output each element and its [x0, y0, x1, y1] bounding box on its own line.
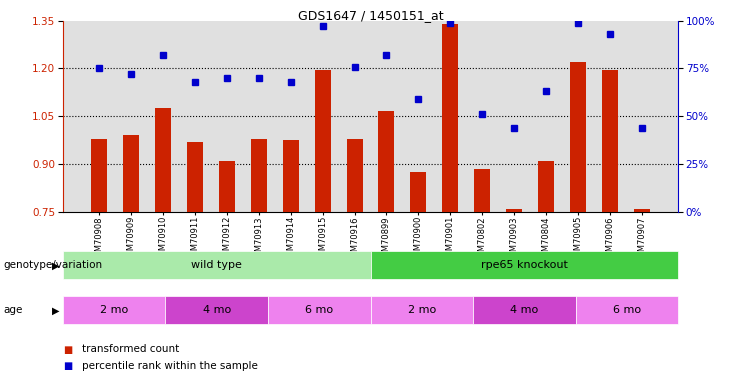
- Bar: [347, 139, 362, 212]
- Bar: [282, 140, 299, 212]
- Bar: [91, 139, 107, 212]
- Text: rpe65 knockout: rpe65 knockout: [481, 260, 568, 270]
- Text: ▶: ▶: [52, 305, 59, 315]
- Text: age: age: [4, 305, 23, 315]
- Text: 2 mo: 2 mo: [408, 305, 436, 315]
- Text: wild type: wild type: [191, 260, 242, 270]
- Bar: [411, 172, 426, 212]
- Bar: [219, 161, 235, 212]
- Text: ■: ■: [63, 345, 72, 354]
- Text: genotype/variation: genotype/variation: [4, 260, 103, 270]
- Bar: [570, 62, 586, 212]
- Bar: [379, 111, 394, 212]
- Bar: [315, 70, 330, 212]
- Text: 4 mo: 4 mo: [510, 305, 539, 315]
- Bar: [634, 209, 650, 212]
- Bar: [538, 161, 554, 212]
- Text: percentile rank within the sample: percentile rank within the sample: [82, 361, 257, 370]
- Bar: [187, 142, 203, 212]
- Text: 6 mo: 6 mo: [305, 305, 333, 315]
- Bar: [123, 135, 139, 212]
- Bar: [155, 108, 171, 212]
- Bar: [442, 24, 459, 212]
- Text: 4 mo: 4 mo: [202, 305, 231, 315]
- Bar: [506, 209, 522, 212]
- Text: 6 mo: 6 mo: [613, 305, 641, 315]
- Bar: [250, 139, 267, 212]
- Text: 2 mo: 2 mo: [100, 305, 128, 315]
- Text: GDS1647 / 1450151_at: GDS1647 / 1450151_at: [298, 9, 443, 22]
- Text: ▶: ▶: [52, 260, 59, 270]
- Text: ■: ■: [63, 361, 72, 370]
- Text: transformed count: transformed count: [82, 345, 179, 354]
- Bar: [602, 70, 618, 212]
- Bar: [474, 169, 491, 212]
